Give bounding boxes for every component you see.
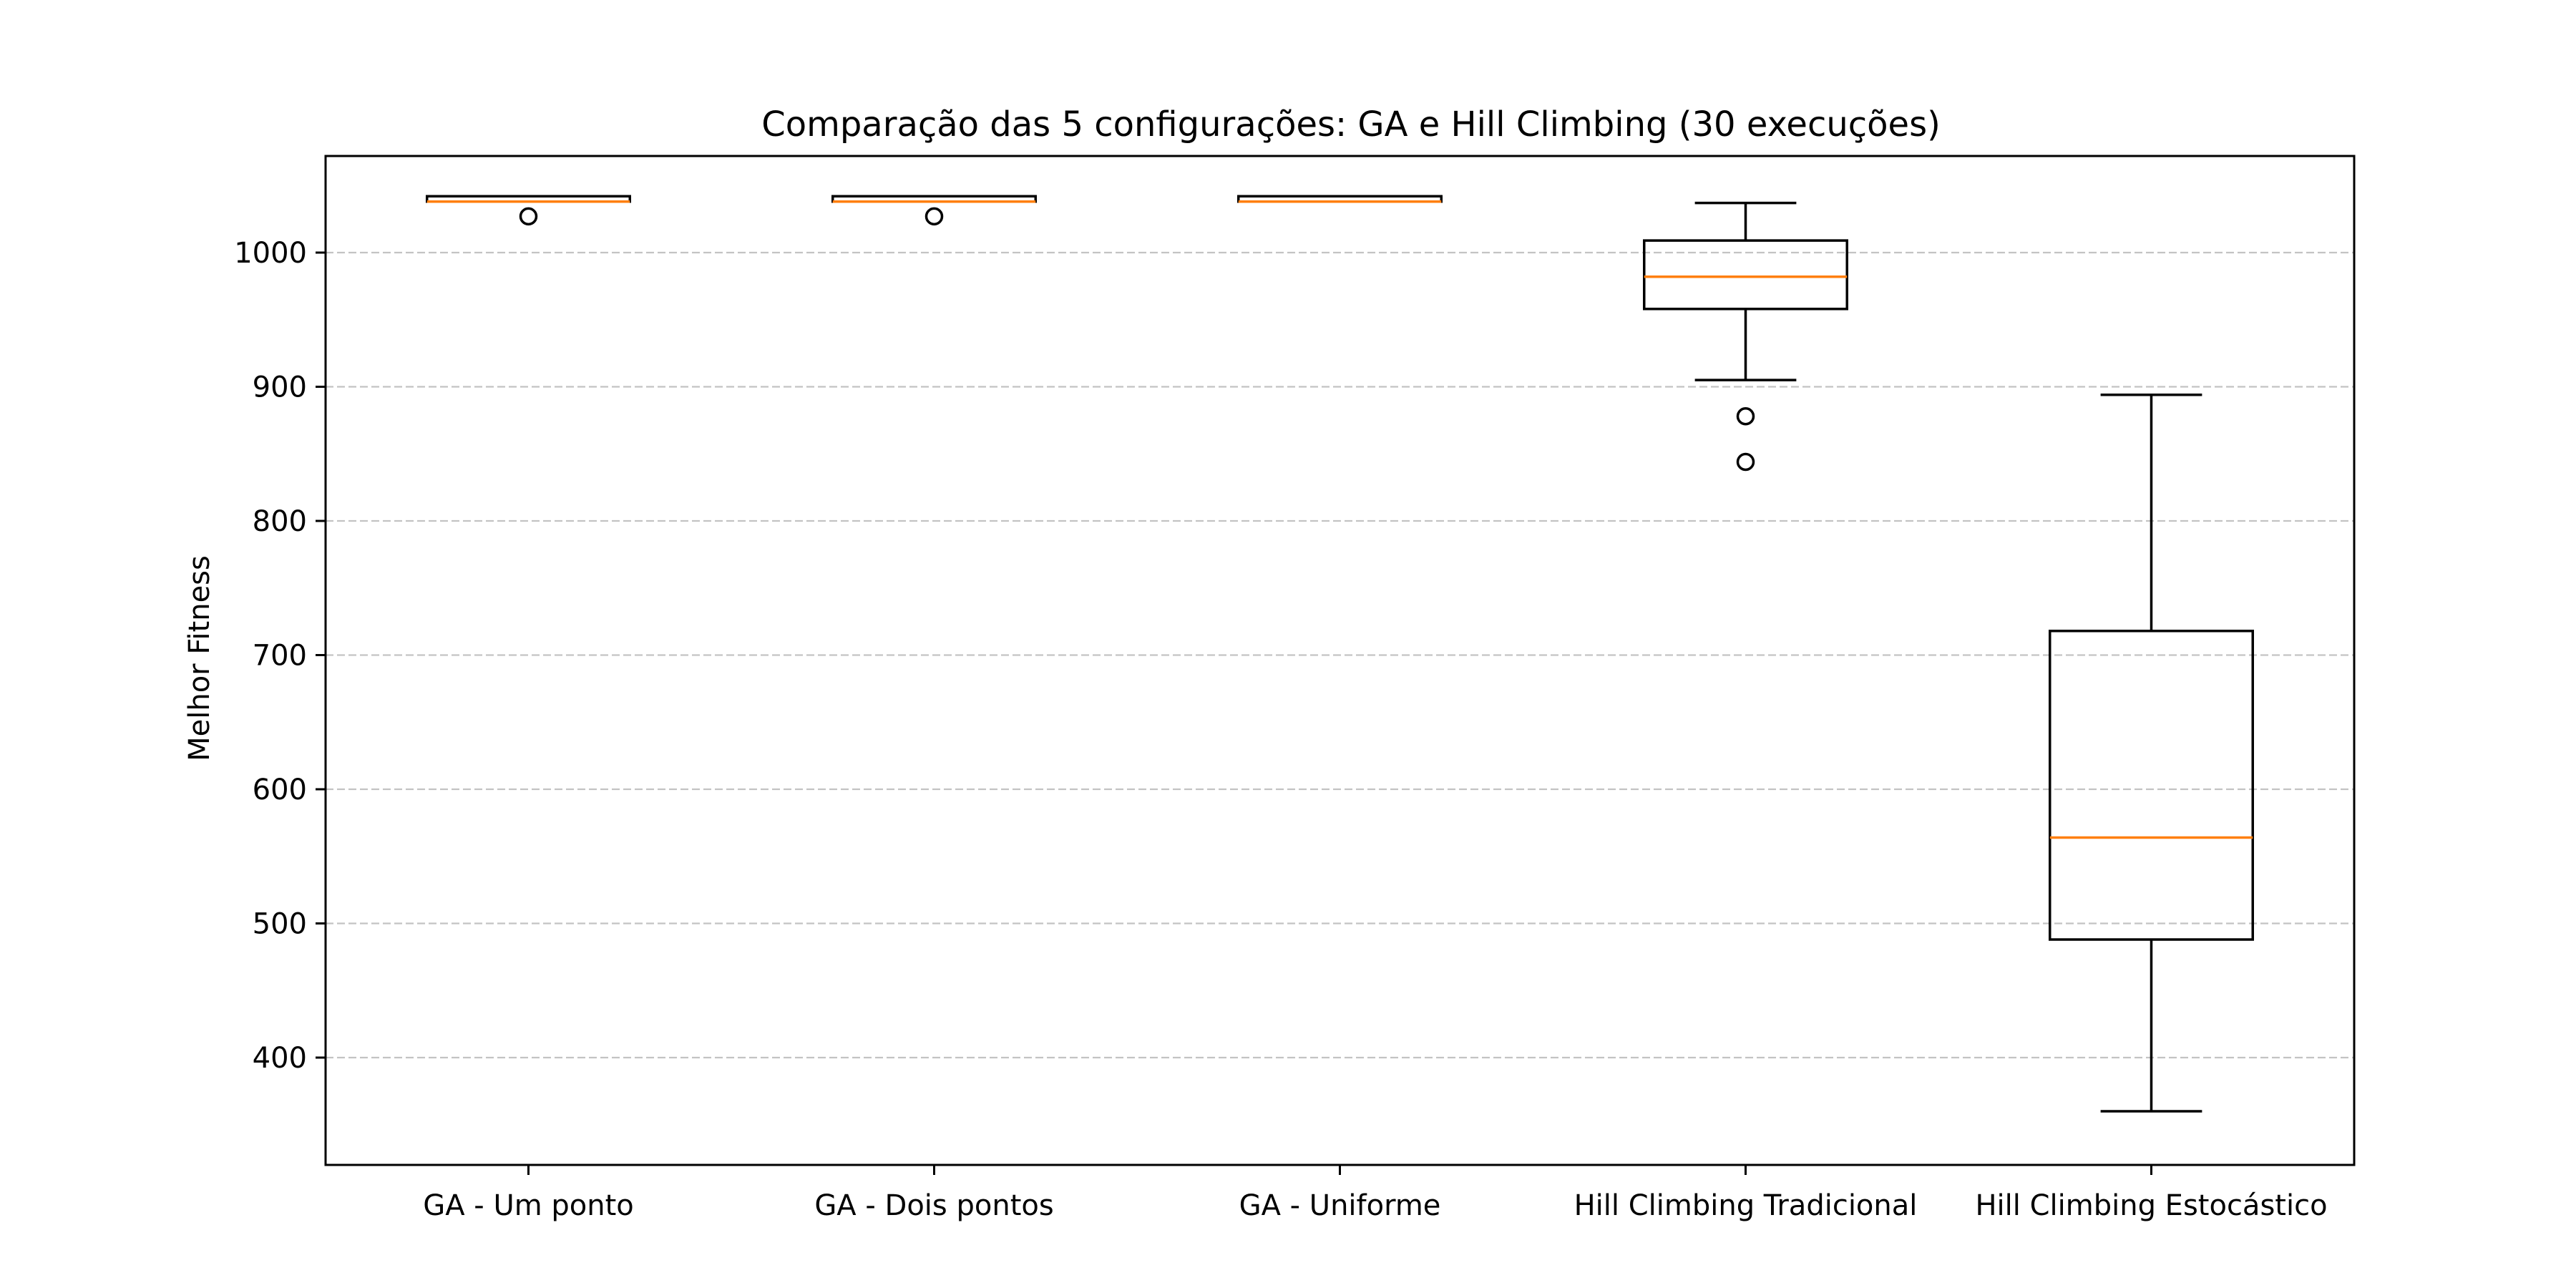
x-tick-label: GA - Dois pontos: [814, 1189, 1053, 1222]
x-tick-label: GA - Um ponto: [423, 1189, 634, 1222]
y-tick-label: 900: [253, 371, 307, 404]
box-group: [831, 195, 1037, 226]
iqr-box: [2049, 630, 2254, 941]
gridlines: [326, 251, 2354, 1059]
box-group: [426, 195, 631, 226]
box-group: [1237, 195, 1443, 203]
outlier-point: [1736, 452, 1755, 472]
y-tick-label: 400: [253, 1042, 307, 1075]
iqr-box: [1643, 239, 1848, 311]
outlier-point: [519, 207, 538, 226]
y-tick-label: 600: [253, 774, 307, 806]
y-tick-label: 800: [253, 505, 307, 538]
box-group: [2049, 394, 2254, 1113]
x-tick-label: Hill Climbing Estocástico: [1975, 1189, 2327, 1222]
x-tick-label: Hill Climbing Tradicional: [1574, 1189, 1918, 1222]
plot-frame: [324, 155, 2356, 1166]
y-axis-title: Melhor Fitness: [183, 555, 216, 761]
outlier-point: [1736, 407, 1755, 426]
box-group: [1643, 201, 1848, 472]
outlier-point: [924, 207, 944, 226]
boxes: [426, 195, 2254, 1113]
x-tick-label: GA - Uniforme: [1239, 1189, 1441, 1222]
axes: 400 500 600 700 800 900 1000 GA - Um ponto GA - …: [234, 237, 2327, 1222]
y-tick-label: 1000: [234, 237, 307, 270]
chart-title: Comparação das 5 configurações: GA e Hil…: [761, 104, 1941, 145]
y-tick-label: 700: [253, 640, 307, 673]
y-tick-label: 500: [253, 908, 307, 941]
